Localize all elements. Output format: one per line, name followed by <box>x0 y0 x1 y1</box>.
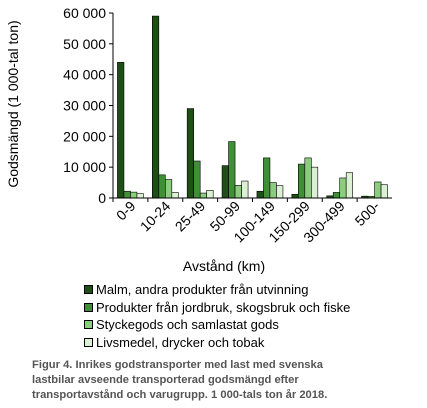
legend-item: Produkter från jordbruk, skogsbruk och f… <box>84 299 350 317</box>
bar-300-499-series-3 <box>339 177 347 199</box>
bar-300-499-series-2 <box>332 192 340 199</box>
bar-50-99-series-3 <box>234 185 242 199</box>
figure-caption: Figur 4. Inrikes godstransporter med las… <box>32 358 422 402</box>
y-tick-label: 40 000 <box>63 67 106 83</box>
bar-0-9-series-3 <box>130 191 138 199</box>
y-axis-ticks: 0 10 000 20 000 30 000 40 000 50 000 60 000 <box>63 5 113 206</box>
bar-150-299-series-4 <box>311 166 319 199</box>
bar-25-49-series-3 <box>199 192 207 199</box>
legend-label: Livsmedel, drycker och tobak <box>96 334 265 350</box>
legend-label: Produkter från jordbruk, skogsbruk och f… <box>96 299 351 315</box>
y-tick-label: 60 000 <box>63 5 106 21</box>
bar-25-49-series-4 <box>206 189 214 199</box>
bar-100-149-series-2 <box>263 157 271 199</box>
bars <box>117 15 388 199</box>
bar-50-99-series-4 <box>241 180 249 199</box>
legend-label: Styckegods och samlastat gods <box>96 317 279 333</box>
bar-100-149-series-1 <box>256 190 264 199</box>
x-tick-label: 500- <box>352 198 383 229</box>
y-axis-title: Godsmängd (1 000-tal ton) <box>5 20 21 187</box>
bar-0-9-series-1 <box>117 62 125 199</box>
bar-0-9-series-4 <box>136 193 144 199</box>
bar-300-499-series-4 <box>345 172 353 199</box>
bar-150-299-series-3 <box>304 157 312 199</box>
legend-item: Livsmedel, drycker och tobak <box>84 334 350 352</box>
bar-10-24-series-1 <box>152 15 160 199</box>
x-tick-label: 0-9 <box>113 198 139 224</box>
y-tick-label: 20 000 <box>63 128 106 144</box>
bar-10-24-series-4 <box>171 192 179 199</box>
y-tick-label: 30 000 <box>63 98 106 114</box>
x-tick-label: 10-24 <box>137 198 174 235</box>
bar-150-299-series-1 <box>291 194 299 199</box>
bar-10-24-series-2 <box>158 174 166 199</box>
bar-50-99-series-2 <box>228 141 236 199</box>
legend-swatch <box>84 337 93 347</box>
caption-line: lastbilar avseende transporterad godsmän… <box>32 373 299 386</box>
bar-500--series-4 <box>380 184 388 199</box>
y-tick-label: 10 000 <box>63 159 106 175</box>
bar-500--series-3 <box>374 181 382 199</box>
bar-chart: Godsmängd (1 000-tal ton) 0 10 000 20 000 3… <box>5 5 392 274</box>
bar-100-149-series-4 <box>276 185 284 199</box>
legend-swatch <box>84 320 93 330</box>
legend-item: Styckegods och samlastat gods <box>84 316 350 334</box>
legend-item: Malm, andra produkter från utvinning <box>84 281 350 299</box>
bar-100-149-series-3 <box>269 182 277 199</box>
x-tick-label: 25-49 <box>172 198 209 235</box>
bar-25-49-series-1 <box>186 108 194 199</box>
legend-label: Malm, andra produkter från utvinning <box>96 282 309 298</box>
bar-50-99-series-1 <box>221 165 229 199</box>
legend: Malm, andra produkter från utvinning Prod… <box>84 281 350 351</box>
caption-line: transportavstånd och varugrupp. 1 000-ta… <box>32 388 328 401</box>
x-axis-title: Avstånd (km) <box>183 258 265 274</box>
caption-line: Figur 4. Inrikes godstransporter med las… <box>32 359 323 371</box>
bar-150-299-series-2 <box>298 163 306 199</box>
bar-25-49-series-2 <box>193 160 201 199</box>
y-tick-label: 0 <box>98 190 106 206</box>
bar-10-24-series-3 <box>165 179 173 199</box>
y-tick-label: 50 000 <box>63 36 106 52</box>
legend-swatch <box>84 302 93 312</box>
legend-swatch <box>84 285 93 295</box>
bar-0-9-series-2 <box>123 190 131 199</box>
